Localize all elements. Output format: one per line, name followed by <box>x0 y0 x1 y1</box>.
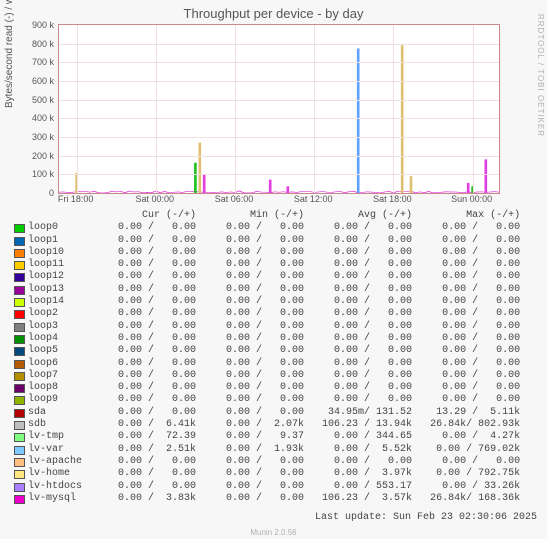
legend-row: sdb 0.00 / 6.41k 0.00 / 2.07k 106.23 / 1… <box>12 419 536 431</box>
legend-row: loop0 0.00 / 0.00 0.00 / 0.00 0.00 / 0.0… <box>12 222 536 234</box>
y-tick: 900 k <box>32 20 54 30</box>
legend-table: Cur (-/+) Min (-/+) Avg (-/+) Max (-/+)l… <box>12 210 536 505</box>
legend-row: loop4 0.00 / 0.00 0.00 / 0.00 0.00 / 0.0… <box>12 333 536 345</box>
legend-row: lv-home 0.00 / 0.00 0.00 / 0.00 0.00 / 3… <box>12 468 536 480</box>
legend-row: loop5 0.00 / 0.00 0.00 / 0.00 0.00 / 0.0… <box>12 345 536 357</box>
legend-text: lv-apache 0.00 / 0.00 0.00 / 0.00 0.00 /… <box>28 456 520 467</box>
legend-text: loop8 0.00 / 0.00 0.00 / 0.00 0.00 / 0.0… <box>28 382 520 393</box>
legend-text: loop0 0.00 / 0.00 0.00 / 0.00 0.00 / 0.0… <box>28 222 520 233</box>
legend-row: loop2 0.00 / 0.00 0.00 / 0.00 0.00 / 0.0… <box>12 308 536 320</box>
legend-swatch <box>14 286 25 295</box>
last-update-text: Last update: Sun Feb 23 02:30:06 2025 <box>315 512 537 523</box>
legend-text: loop11 0.00 / 0.00 0.00 / 0.00 0.00 / 0.… <box>28 259 520 270</box>
legend-row: loop9 0.00 / 0.00 0.00 / 0.00 0.00 / 0.0… <box>12 394 536 406</box>
x-tick: Sat 18:00 <box>373 194 412 204</box>
legend-text: loop2 0.00 / 0.00 0.00 / 0.00 0.00 / 0.0… <box>28 308 520 319</box>
y-tick: 100 k <box>32 169 54 179</box>
legend-text: lv-htdocs 0.00 / 0.00 0.00 / 0.00 0.00 /… <box>28 481 520 492</box>
legend-row: loop7 0.00 / 0.00 0.00 / 0.00 0.00 / 0.0… <box>12 370 536 382</box>
y-tick: 600 k <box>32 76 54 86</box>
legend-row: loop6 0.00 / 0.00 0.00 / 0.00 0.00 / 0.0… <box>12 358 536 370</box>
legend-text: loop7 0.00 / 0.00 0.00 / 0.00 0.00 / 0.0… <box>28 370 520 381</box>
legend-swatch <box>14 421 25 430</box>
rrdtool-watermark: RRDTOOL / TOBI OETIKER <box>536 14 545 137</box>
legend-text: loop3 0.00 / 0.00 0.00 / 0.00 0.00 / 0.0… <box>28 321 520 332</box>
legend-swatch <box>14 323 25 332</box>
legend-swatch <box>14 396 25 405</box>
y-tick: 0 <box>49 188 54 198</box>
legend-text: sda 0.00 / 0.00 0.00 / 0.00 34.95m/ 131.… <box>28 407 520 418</box>
legend-swatch <box>14 335 25 344</box>
legend-swatch <box>14 310 25 319</box>
legend-text: lv-home 0.00 / 0.00 0.00 / 0.00 0.00 / 3… <box>28 468 520 479</box>
legend-row: loop1 0.00 / 0.00 0.00 / 0.00 0.00 / 0.0… <box>12 235 536 247</box>
legend-row: loop14 0.00 / 0.00 0.00 / 0.00 0.00 / 0.… <box>12 296 536 308</box>
y-tick: 800 k <box>32 39 54 49</box>
legend-swatch <box>14 446 25 455</box>
legend-swatch <box>14 273 25 282</box>
legend-row: loop13 0.00 / 0.00 0.00 / 0.00 0.00 / 0.… <box>12 284 536 296</box>
y-tick: 400 k <box>32 113 54 123</box>
legend-text: sdb 0.00 / 6.41k 0.00 / 2.07k 106.23 / 1… <box>28 419 520 430</box>
legend-row: sda 0.00 / 0.00 0.00 / 0.00 34.95m/ 131.… <box>12 407 536 419</box>
legend-row: lv-mysql 0.00 / 3.83k 0.00 / 0.00 106.23… <box>12 493 536 505</box>
legend-row: loop8 0.00 / 0.00 0.00 / 0.00 0.00 / 0.0… <box>12 382 536 394</box>
footer-text: Munin 2.0.56 <box>0 528 547 537</box>
x-tick: Sat 12:00 <box>294 194 333 204</box>
legend-swatch <box>14 483 25 492</box>
legend-swatch <box>14 495 25 504</box>
legend-text: loop4 0.00 / 0.00 0.00 / 0.00 0.00 / 0.0… <box>28 333 520 344</box>
legend-swatch <box>14 409 25 418</box>
legend-swatch <box>14 433 25 442</box>
legend-swatch <box>14 261 25 270</box>
legend-row: lv-apache 0.00 / 0.00 0.00 / 0.00 0.00 /… <box>12 456 536 468</box>
legend-swatch <box>14 360 25 369</box>
x-tick: Sat 00:00 <box>136 194 175 204</box>
y-tick: 300 k <box>32 132 54 142</box>
legend-swatch <box>14 298 25 307</box>
legend-row: lv-htdocs 0.00 / 0.00 0.00 / 0.00 0.00 /… <box>12 481 536 493</box>
legend-text: loop1 0.00 / 0.00 0.00 / 0.00 0.00 / 0.0… <box>28 235 520 246</box>
y-axis-label: Bytes/second read (-) / write (+) <box>4 0 15 108</box>
legend-row: loop3 0.00 / 0.00 0.00 / 0.00 0.00 / 0.0… <box>12 321 536 333</box>
legend-swatch <box>14 458 25 467</box>
legend-row: lv-tmp 0.00 / 72.39 0.00 / 9.37 0.00 / 3… <box>12 431 536 443</box>
chart-plot-area <box>58 24 500 194</box>
legend-swatch <box>14 224 25 233</box>
legend-text: lv-var 0.00 / 2.51k 0.00 / 1.93k 0.00 / … <box>28 444 520 455</box>
legend-row: loop11 0.00 / 0.00 0.00 / 0.00 0.00 / 0.… <box>12 259 536 271</box>
legend-swatch <box>14 347 25 356</box>
legend-text: lv-tmp 0.00 / 72.39 0.00 / 9.37 0.00 / 3… <box>28 431 520 442</box>
legend-swatch <box>14 237 25 246</box>
y-tick: 700 k <box>32 57 54 67</box>
y-tick: 200 k <box>32 151 54 161</box>
legend-swatch <box>14 470 25 479</box>
x-tick: Sun 00:00 <box>451 194 492 204</box>
chart-lines <box>59 25 499 193</box>
legend-text: loop14 0.00 / 0.00 0.00 / 0.00 0.00 / 0.… <box>28 296 520 307</box>
x-tick: Fri 18:00 <box>58 194 94 204</box>
munin-graph: Throughput per device - by day RRDTOOL /… <box>0 0 547 539</box>
legend-text: lv-mysql 0.00 / 3.83k 0.00 / 0.00 106.23… <box>28 493 520 504</box>
legend-text: loop12 0.00 / 0.00 0.00 / 0.00 0.00 / 0.… <box>28 271 520 282</box>
legend-text: loop5 0.00 / 0.00 0.00 / 0.00 0.00 / 0.0… <box>28 345 520 356</box>
legend-header: Cur (-/+) Min (-/+) Avg (-/+) Max (-/+) <box>12 210 536 222</box>
x-tick: Sat 06:00 <box>215 194 254 204</box>
legend-swatch <box>14 384 25 393</box>
chart-title: Throughput per device - by day <box>0 0 547 21</box>
legend-text: loop6 0.00 / 0.00 0.00 / 0.00 0.00 / 0.0… <box>28 358 520 369</box>
legend-text: loop13 0.00 / 0.00 0.00 / 0.00 0.00 / 0.… <box>28 284 520 295</box>
legend-text: loop9 0.00 / 0.00 0.00 / 0.00 0.00 / 0.0… <box>28 394 520 405</box>
legend-swatch <box>14 249 25 258</box>
legend-row: lv-var 0.00 / 2.51k 0.00 / 1.93k 0.00 / … <box>12 444 536 456</box>
y-axis-ticks: 0 100 k 200 k 300 k 400 k 500 k 600 k 700 k 800… <box>24 20 56 196</box>
legend-text: loop10 0.00 / 0.00 0.00 / 0.00 0.00 / 0.… <box>28 247 520 258</box>
legend-row: loop10 0.00 / 0.00 0.00 / 0.00 0.00 / 0.… <box>12 247 536 259</box>
legend-swatch <box>14 372 25 381</box>
y-tick: 500 k <box>32 95 54 105</box>
legend-row: loop12 0.00 / 0.00 0.00 / 0.00 0.00 / 0.… <box>12 271 536 283</box>
